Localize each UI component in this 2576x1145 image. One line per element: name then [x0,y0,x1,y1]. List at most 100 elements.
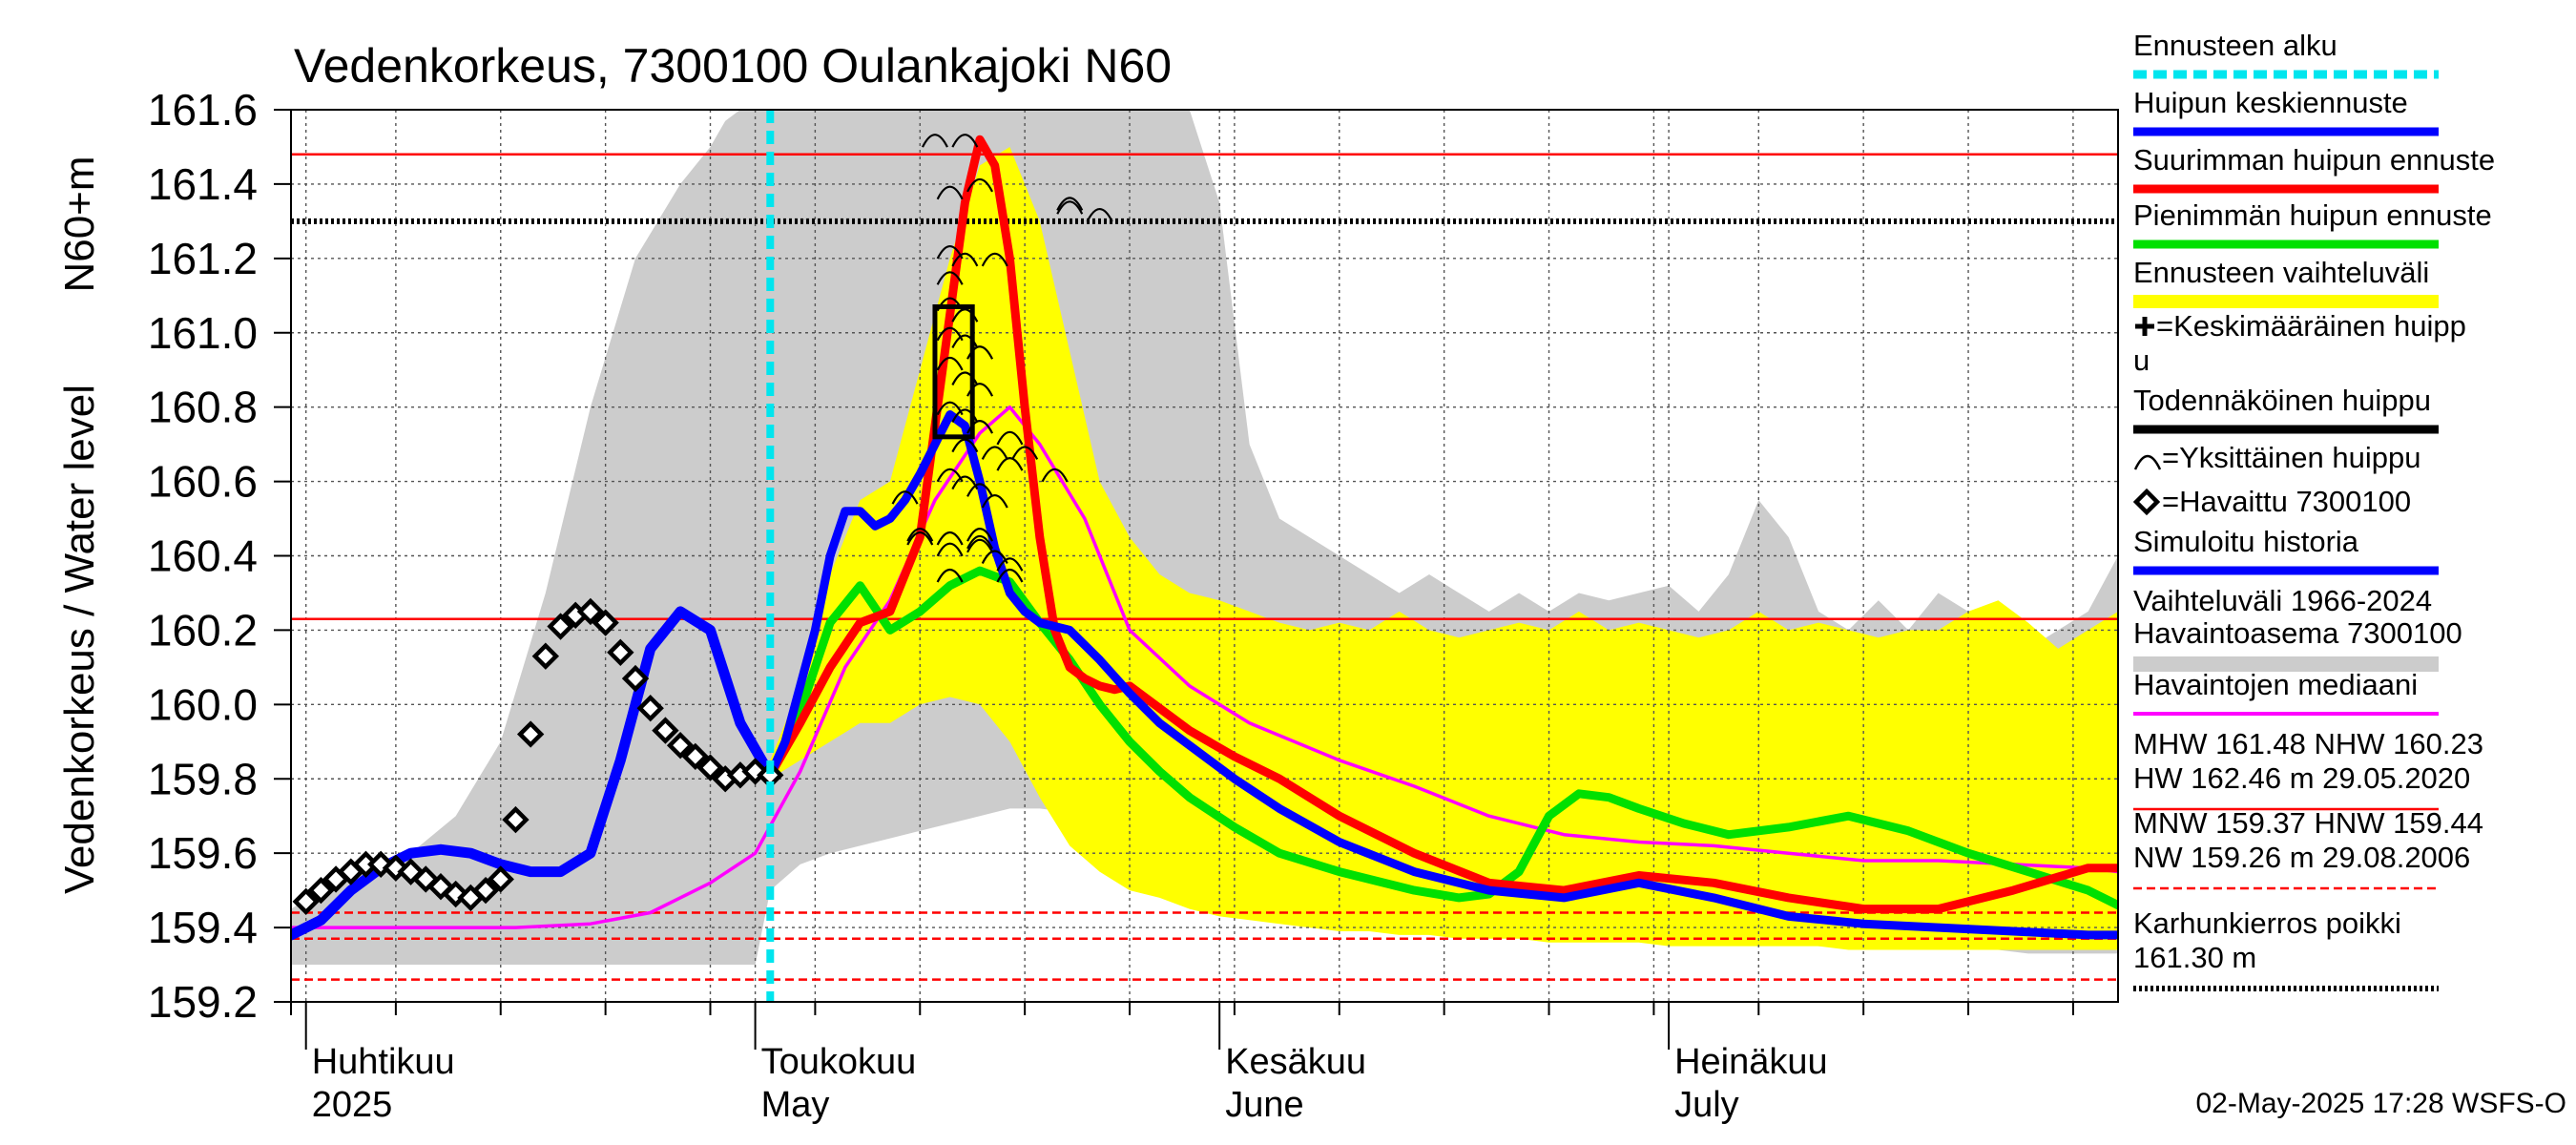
single-peak-mark [981,493,1008,509]
x-month-label: Kesäkuu [1225,1042,1366,1082]
y-tick-label: 160.0 [148,679,258,729]
single-peak-mark [951,408,979,423]
observed-point [516,720,545,748]
single-peak-mark [936,542,964,557]
series-line-mean_peak [765,410,2118,940]
y-tick-label: 161.4 [148,159,258,209]
x-month-sublabel: 2025 [312,1085,393,1125]
observed-point [487,865,514,893]
single-peak-mark [966,528,994,542]
single-peak-mark [996,430,1024,446]
chart-title: Vedenkorkeus, 7300100 Oulankajoki N60 [294,39,1172,93]
legend-label-single-peak: =Yksittäinen huippu [2162,441,2420,474]
single-peak-mark [1011,446,1039,460]
legend-label-historic-range: Vaihteluväli 1966-2024 [2133,584,2432,617]
legend-label-avg-peak: =Keskimääräinen huipp [2156,309,2466,343]
single-peak-mark [936,185,964,200]
y-tick-label: 161.2 [148,234,258,283]
single-peak-mark [966,534,994,550]
single-peak-mark [951,334,979,349]
y-tick-label: 159.6 [148,828,258,878]
single-peak-mark [951,438,979,453]
single-peak-mark [996,457,1024,471]
observed-point [592,609,619,636]
y-axis-unit: N60+m [56,156,103,292]
legend-label-avg-peak-2: u [2133,344,2150,377]
legend-label-mhw-2: HW 162.46 m 29.05.2020 [2133,761,2470,795]
legend-label-mean_peak: Huipun keskiennuste [2133,86,2408,119]
single-peak-mark [936,356,964,371]
legend-swatch-avg-peak [2135,317,2154,336]
single-peak-mark [936,271,964,285]
y-tick-label: 159.4 [148,903,258,952]
single-peak-mark [951,134,979,148]
observed-point [547,613,574,640]
series-line-median [291,405,2118,929]
single-peak-mark [966,345,994,360]
legend-label-max_peak: Suurimman huipun ennuste [2133,143,2495,177]
observed-point [607,638,634,666]
observed-point [502,805,530,834]
observed-point [666,732,695,760]
gridlines [291,110,2118,1002]
single-peak-mark [966,420,994,434]
y-tick-label: 160.2 [148,605,258,655]
single-peak-mark [906,531,934,546]
y-tick-labels: 159.2 159.4 159.6 159.8 160.0 160.2 160.4 160.6… [148,85,258,1027]
single-peak-mark [1086,208,1113,222]
legend-label-min_peak: Pienimmän huipun ennuste [2133,198,2492,232]
axis-ticks [274,109,2074,1050]
legend-label-probable_peak: Todennäköinen huippu [2133,384,2431,417]
legend-swatch-single-peak [2133,454,2162,470]
observed-point [636,695,664,722]
single-peak-mark [891,490,919,505]
observed-point [652,717,679,744]
single-peak-mark [951,371,979,385]
y-tick-label: 159.8 [148,754,258,803]
y-tick-label: 161.6 [148,85,258,135]
x-month-sublabel: May [761,1085,830,1125]
legend-label-forecast_start: Ennusteen alku [2133,29,2337,62]
single-peak-mark [966,538,994,553]
observed-point [307,876,335,905]
single-peak-mark [966,177,994,193]
y-axis-label: Vedenkorkeus / Water level [56,385,103,894]
y-tick-label: 161.0 [148,308,258,358]
single-peak-mark [951,308,979,323]
single-peak-mark [1041,468,1069,483]
timestamp: 02-May-2025 17:28 WSFS-O [2196,1088,2567,1119]
series-line-simulated [291,606,776,941]
y-tick-label: 159.2 [148,977,258,1027]
observed-point [681,742,709,771]
x-month-label: Toukokuu [761,1042,917,1082]
legend-label-forecast_range: Ennusteen vaihteluväli [2133,256,2429,289]
single-peak-mark [921,134,948,148]
single-peaks [891,134,1113,583]
legend-label-simulated: Simuloitu historia [2133,525,2359,558]
observed-point [292,887,320,915]
series-lines [291,135,2118,941]
legend-label-mhw: MHW 161.48 NHW 160.23 [2133,727,2483,760]
legend-label-karhu: Karhunkierros poikki [2133,906,2401,940]
observed-point [531,642,560,670]
x-month-label: Heinäkuu [1674,1042,1828,1082]
band-forecast_range [770,147,2118,950]
legend: Ennusteen alku Huipun keskiennuste Suurimm… [2132,29,2495,991]
series-line-min_peak [765,566,2118,910]
legend-label-karhu-2: 161.30 m [2133,941,2256,974]
single-peak-mark [966,383,994,397]
observed-point [471,876,500,905]
legend-label-observed: =Havaittu 7300100 [2162,485,2411,518]
probable-peak-box [932,303,975,440]
legend-label-mnw: MNW 159.37 HNW 159.44 [2133,806,2483,840]
plot-area [291,110,2118,1002]
x-month-sublabel: July [1674,1085,1739,1125]
single-peak-mark [981,252,1008,267]
observed-point [621,664,650,693]
single-peak-mark [1056,200,1084,215]
single-peak-mark [951,252,979,267]
probable-peak-range [932,303,975,440]
y-tick-label: 160.4 [148,531,258,581]
y-tick-label: 160.6 [148,457,258,507]
x-month-sublabel: June [1225,1085,1303,1125]
